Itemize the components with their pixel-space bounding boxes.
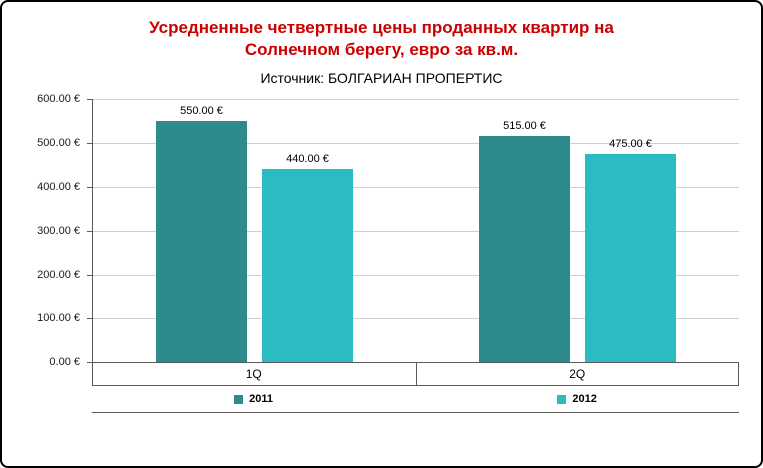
y-tick-label: 200.00 €	[10, 269, 92, 281]
legend-swatch-icon	[234, 394, 244, 404]
category-axis-tick	[92, 362, 93, 386]
category-axis-tick	[415, 362, 417, 386]
y-tick-label: 300.00 €	[10, 225, 92, 237]
legend-entry-2012: 2012	[557, 393, 597, 406]
bar-group-1Q: 550.00 € 440.00 €	[93, 99, 416, 363]
bar-group-2Q: 515.00 € 475.00 €	[416, 99, 739, 363]
bar-value-label: 475.00 €	[609, 137, 652, 150]
bar-container: 515.00 €	[479, 99, 570, 363]
bar-value-label: 550.00 €	[180, 105, 223, 118]
bar-2012-1Q	[262, 169, 353, 363]
x-category-label: 2Q	[569, 366, 586, 381]
y-axis: 600.00 € 500.00 € 400.00 € 300.00 € 200.00 €…	[10, 93, 92, 368]
plot-area: 550.00 € 440.00 € 515.00 € 475.00 €	[92, 99, 739, 364]
bar-2011-1Q	[156, 121, 247, 363]
bar-2012-2Q	[585, 153, 676, 363]
y-tick-label: 500.00 €	[10, 137, 92, 149]
x-axis-category-band: 1Q 2Q	[92, 362, 739, 387]
legend-swatch-icon	[557, 394, 567, 404]
category-axis-tick	[738, 362, 739, 386]
chart-title-line2: Солнечном берегу, евро за кв.м.	[244, 40, 519, 60]
gridline	[93, 230, 739, 232]
chart-title-line1: Усредненные четвертные цены проданных кв…	[149, 18, 614, 37]
gridline	[93, 186, 739, 188]
legend: 2011 2012	[92, 386, 739, 414]
bar-value-label: 440.00 €	[286, 153, 329, 166]
legend-label: 2012	[572, 393, 597, 406]
chart-subtitle: Источник: БОЛГАРИАН ПРОПЕРТИС	[260, 70, 503, 87]
bar-value-label: 515.00 €	[503, 120, 546, 133]
bar-container: 475.00 €	[585, 99, 676, 363]
x-category-label: 1Q	[245, 366, 262, 381]
chart-title: Усредненные четвертные цены проданных кв…	[2, 17, 761, 61]
y-tick-label: 100.00 €	[10, 312, 92, 324]
legend-entry-2011: 2011	[234, 393, 273, 405]
gridline	[93, 99, 739, 101]
bar-chart: 600.00 € 500.00 € 400.00 € 300.00 € 200.00 €…	[10, 93, 739, 368]
bar-2011-2Q	[479, 136, 570, 363]
y-tick-label: 600.00 €	[10, 93, 92, 105]
gridline	[93, 143, 739, 145]
y-tick-label: 400.00 €	[10, 181, 92, 193]
bar-container: 550.00 €	[156, 99, 247, 363]
gridline	[93, 274, 739, 276]
bar-container: 440.00 €	[262, 99, 353, 363]
y-tick-label: 0.00 €	[10, 356, 92, 368]
legend-label: 2011	[249, 393, 274, 406]
bar-groups: 550.00 € 440.00 € 515.00 € 475.00 €	[93, 99, 739, 363]
gridline	[93, 318, 739, 320]
